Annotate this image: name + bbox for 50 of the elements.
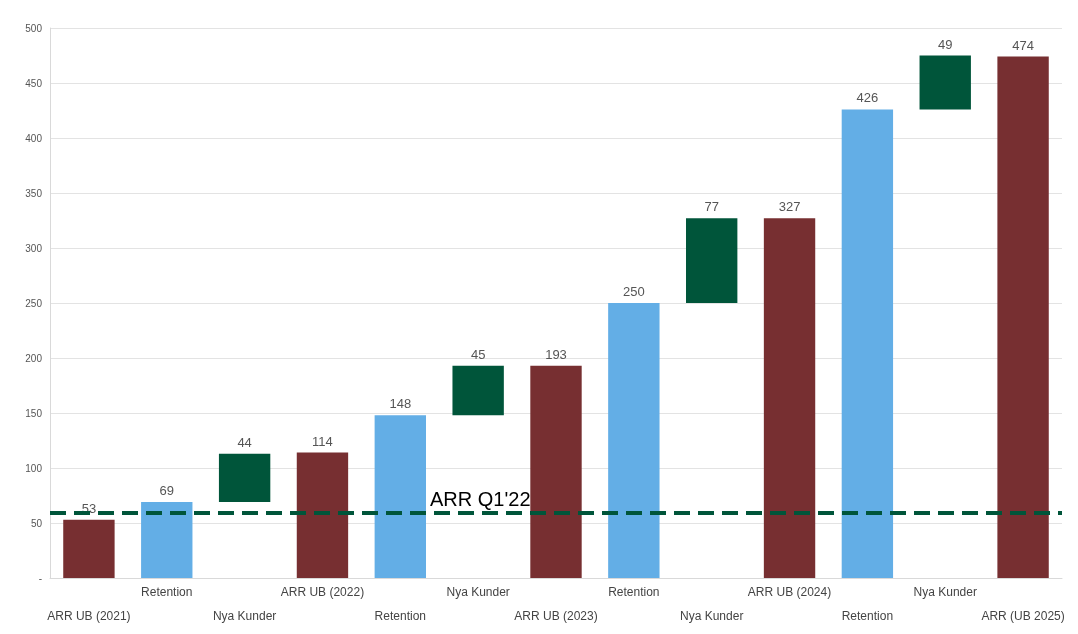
y-tick-label: 450: [25, 77, 43, 89]
x-tick-label: ARR UB (2021): [47, 609, 131, 623]
bar: [63, 519, 115, 578]
data-label: 49: [938, 36, 953, 52]
bar: [296, 452, 349, 578]
y-tick-label: 300: [25, 242, 43, 254]
bar: [452, 365, 504, 416]
y-tick-label: 200: [25, 352, 43, 364]
y-tick-label: 500: [25, 22, 43, 34]
data-label: 45: [470, 346, 486, 362]
x-tick-label: ARR UB (2022): [280, 585, 365, 599]
y-tick-label: 100: [25, 462, 43, 474]
y-tick-label: 150: [25, 407, 43, 419]
bar: [608, 303, 660, 578]
data-label: 327: [778, 199, 801, 215]
bar: [841, 109, 894, 578]
data-label: 44: [237, 434, 252, 450]
data-label: 474: [1012, 37, 1034, 53]
data-label: 250: [622, 284, 645, 299]
x-tick-label: Nya Kunder: [446, 585, 510, 599]
x-tick-label: ARR UB (2024): [747, 585, 832, 599]
y-tick-label: 400: [25, 132, 43, 144]
data-label: 193: [545, 346, 567, 362]
data-label: 114: [312, 433, 333, 449]
x-tick-label: Retention: [141, 585, 193, 599]
bar: [530, 365, 582, 578]
y-tick-label: 50: [30, 517, 43, 529]
data-label: 426: [856, 90, 879, 106]
x-tick-label: ARR (UB 2025): [981, 609, 1065, 623]
y-tick-label: -: [38, 572, 42, 584]
data-label: 148: [389, 396, 412, 412]
bar: [686, 218, 738, 303]
bar: [919, 55, 971, 110]
data-label: 77: [704, 199, 719, 215]
ref-line-label: ARR Q1'22: [430, 488, 531, 511]
bar: [374, 415, 426, 578]
x-tick-label: Nya Kunder: [680, 609, 744, 623]
bar: [141, 502, 193, 578]
x-tick-label: Retention: [374, 609, 426, 623]
y-tick-label: 350: [25, 187, 43, 199]
bar: [997, 56, 1049, 578]
y-tick-label: 250: [25, 297, 43, 309]
bar: [763, 218, 816, 578]
x-tick-label: Retention: [608, 585, 660, 599]
x-tick-label: Nya Kunder: [212, 609, 277, 623]
bar: [218, 453, 271, 503]
data-label: 69: [159, 483, 174, 499]
x-tick-label: Retention: [841, 609, 894, 623]
x-tick-label: ARR UB (2023): [514, 609, 598, 623]
x-tick-label: Nya Kunder: [913, 585, 977, 599]
